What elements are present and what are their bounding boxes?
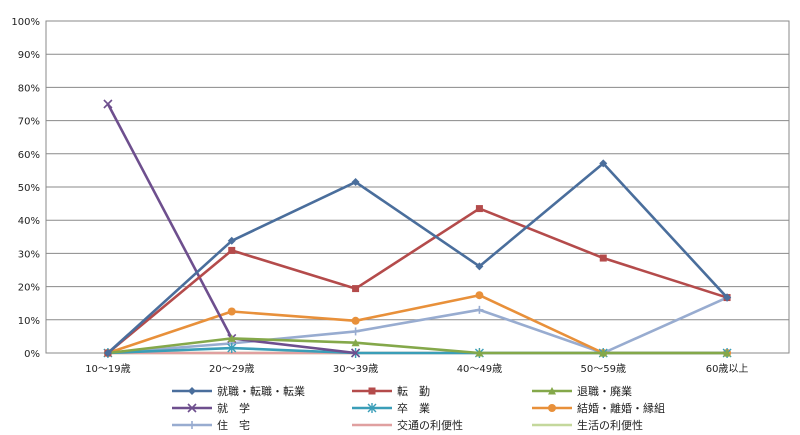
- y-tick-label: 70%: [18, 117, 40, 128]
- data-point: [548, 387, 556, 395]
- x-tick-label: 50～59歳: [581, 363, 626, 375]
- y-axis-ticks: 0% 10% 20% 30% 40% 50% 60% 70% 80% 90% 100%: [11, 17, 40, 360]
- data-point: [188, 421, 196, 429]
- series-0: [103, 159, 732, 357]
- x-tick-label: 40～49歳: [457, 363, 502, 375]
- legend-label: 就職・転職・転業: [217, 384, 305, 398]
- series-line: [107, 207, 728, 355]
- legend-item: 就 学: [172, 401, 250, 415]
- legend-label: 就 学: [217, 401, 250, 415]
- y-tick-label: 90%: [18, 50, 40, 61]
- data-point: [351, 178, 360, 187]
- y-tick-label: 10%: [18, 316, 40, 327]
- legend-label: 生活の利便性: [577, 418, 643, 432]
- series-line: [107, 337, 728, 355]
- data-point: [351, 338, 360, 347]
- series-line: [107, 293, 728, 355]
- y-tick-label: 60%: [18, 150, 40, 161]
- data-point: [475, 349, 484, 357]
- grid-lines: [45, 20, 790, 354]
- data-point: [599, 254, 607, 262]
- data-point: [227, 334, 236, 342]
- legend-item: 結婚・離婚・縁組: [532, 401, 665, 415]
- series-lines: [103, 99, 732, 358]
- data-point: [103, 99, 113, 109]
- data-point: [187, 403, 197, 413]
- x-tick-label: 30～39歳: [333, 363, 378, 375]
- legend-label: 結婚・離婚・縁組: [577, 401, 665, 415]
- series-line: [107, 162, 729, 354]
- data-point: [351, 348, 361, 358]
- y-tick-label: 50%: [18, 183, 40, 194]
- data-point: [352, 285, 360, 293]
- data-point: [475, 305, 484, 314]
- x-tick-label: 60歳以上: [706, 363, 749, 375]
- legend-label: 転 勤: [397, 385, 430, 398]
- legend-label: 卒 業: [397, 401, 430, 415]
- data-point: [351, 316, 360, 325]
- data-point: [368, 387, 376, 395]
- legend-label: 交通の利便性: [397, 418, 463, 432]
- data-point: [188, 387, 196, 395]
- data-point: [723, 293, 732, 302]
- data-point: [599, 159, 608, 168]
- data-point: [475, 262, 484, 271]
- x-axis-ticks: 10～19歳 20～29歳 30～39歳 40～49歳 50～59歳 60歳以上: [85, 363, 748, 375]
- legend: 就職・転職・転業 転 勤 退職・廃業就 学 卒 業 結婚・離婚・縁組住 宅 交通の利便性 生…: [172, 384, 665, 432]
- data-point: [351, 327, 360, 336]
- legend-item: 卒 業: [352, 401, 430, 415]
- legend-label: 住 宅: [217, 418, 250, 432]
- y-tick-label: 100%: [11, 17, 40, 28]
- y-tick-label: 0%: [24, 349, 40, 360]
- legend-item: 転 勤: [352, 385, 430, 398]
- series-line: [106, 103, 356, 355]
- data-point: [599, 349, 608, 357]
- series-line: [107, 296, 728, 355]
- data-point: [227, 307, 236, 316]
- data-point: [228, 246, 236, 254]
- data-point: [723, 349, 732, 357]
- legend-item: 就職・転職・転業: [172, 384, 305, 398]
- legend-item: 生活の利便性: [532, 418, 643, 432]
- data-point: [548, 404, 556, 412]
- data-point: [103, 349, 112, 357]
- y-tick-label: 30%: [18, 249, 40, 260]
- series-1: [104, 205, 731, 357]
- data-point: [367, 403, 377, 413]
- data-point: [475, 291, 484, 300]
- y-tick-label: 80%: [18, 83, 40, 94]
- legend-item: 交通の利便性: [352, 418, 463, 432]
- x-tick-label: 20～29歳: [209, 363, 254, 375]
- legend-item: 住 宅: [172, 418, 250, 432]
- legend-label: 退職・廃業: [577, 384, 632, 398]
- data-point: [227, 343, 237, 354]
- x-tick-label: 10～19歳: [85, 363, 130, 375]
- data-point: [475, 205, 483, 213]
- y-tick-label: 40%: [18, 216, 40, 227]
- data-point: [227, 236, 236, 245]
- y-tick-label: 20%: [18, 283, 40, 294]
- legend-item: 退職・廃業: [532, 384, 632, 398]
